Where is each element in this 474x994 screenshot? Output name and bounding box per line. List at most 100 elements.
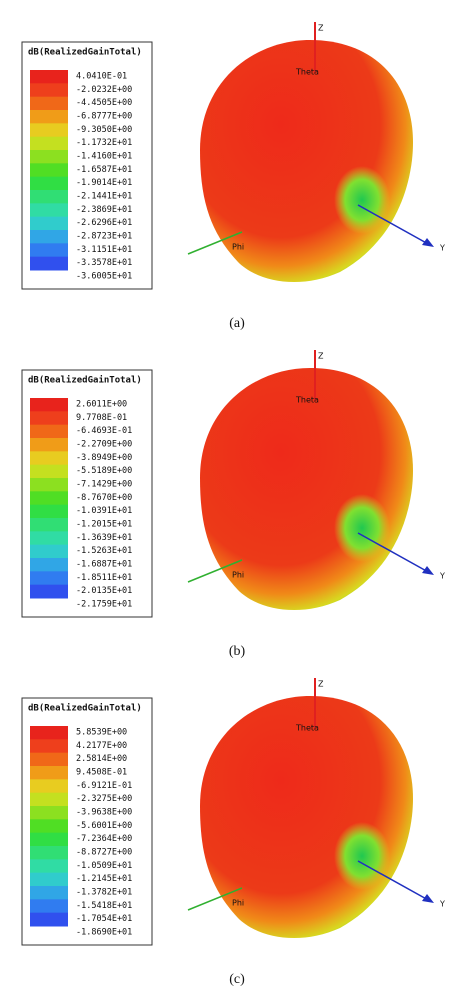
legend-value: -1.5263E+01 — [76, 546, 132, 556]
legend-swatch — [30, 912, 68, 927]
legend-value: -2.0232E+00 — [76, 85, 132, 95]
legend-value: -3.8949E+00 — [76, 453, 132, 463]
legend-value: 5.8539E+00 — [76, 728, 127, 738]
legend-value: -6.4693E-01 — [76, 426, 132, 436]
theta-label: Theta — [295, 68, 319, 77]
theta-label: Theta — [295, 396, 319, 405]
pattern-null — [334, 822, 390, 890]
legend-swatch — [30, 411, 68, 426]
legend-swatch — [30, 150, 68, 164]
legend-swatch — [30, 832, 68, 847]
legend-value: -8.7670E+00 — [76, 493, 132, 503]
legend-value: -3.3578E+01 — [76, 258, 132, 268]
z-label: Z — [318, 24, 324, 33]
legend-swatch — [30, 806, 68, 820]
legend-value: -2.2709E+00 — [76, 440, 132, 450]
y-arrow — [422, 566, 434, 575]
y-label: Y — [439, 900, 445, 909]
legend-value: 2.5814E+00 — [76, 754, 127, 764]
legend-value: -1.5418E+01 — [76, 901, 132, 911]
y-label: Y — [439, 244, 445, 253]
legend-value: -2.1441E+01 — [76, 192, 132, 202]
legend-swatch — [30, 872, 68, 887]
legend-swatch — [30, 203, 68, 218]
legend-value: 4.2177E+00 — [76, 741, 127, 751]
legend-swatch — [30, 766, 68, 780]
legend-swatch — [30, 819, 68, 834]
legend-value: -6.9121E-01 — [76, 781, 132, 791]
y-axis — [357, 532, 431, 574]
legend-title: dB(RealizedGainTotal) — [28, 703, 142, 714]
legend-value: -7.1429E+00 — [76, 480, 132, 490]
legend-swatch — [30, 243, 68, 258]
phi-axis — [187, 559, 243, 583]
legend-value: -2.8723E+01 — [76, 232, 132, 242]
legend-value: -3.1151E+01 — [76, 245, 132, 255]
legend-value: -3.9638E+00 — [76, 808, 132, 818]
legend-swatch — [30, 438, 68, 452]
legend-value: -7.2364E+00 — [76, 834, 132, 844]
legend-swatch — [30, 464, 68, 479]
legend-value: -1.0391E+01 — [76, 506, 132, 516]
y-axis — [357, 860, 431, 902]
legend-value: -6.8777E+00 — [76, 112, 132, 122]
legend-value: -2.3869E+01 — [76, 205, 132, 215]
legend-value: -1.9014E+01 — [76, 178, 132, 188]
legend-value: -9.3050E+00 — [76, 125, 132, 135]
legend-swatch — [30, 899, 68, 914]
legend-title: dB(RealizedGainTotal) — [28, 375, 142, 386]
legend-swatch — [30, 256, 68, 271]
legend-swatch — [30, 544, 68, 559]
pattern-null — [334, 166, 390, 234]
legend-swatch — [30, 859, 68, 874]
legend-value: -2.3275E+00 — [76, 794, 132, 804]
legend-swatch — [30, 478, 68, 492]
y-label: Y — [439, 572, 445, 581]
legend-swatch — [30, 558, 68, 572]
legend-value: -1.0509E+01 — [76, 861, 132, 871]
legend-value: -2.6296E+01 — [76, 218, 132, 228]
legend-value: -1.4160E+01 — [76, 152, 132, 162]
legend-value: -3.6005E+01 — [76, 272, 132, 282]
caption: (b) — [229, 644, 246, 659]
legend-swatch — [30, 752, 68, 767]
legend-swatch — [30, 424, 68, 439]
legend-swatch — [30, 96, 68, 111]
legend-swatch — [30, 518, 68, 532]
phi-label: Phi — [232, 243, 244, 252]
legend-value: 9.7708E-01 — [76, 413, 127, 423]
legend-value: -1.2145E+01 — [76, 874, 132, 884]
theta-label: Theta — [295, 724, 319, 733]
legend-title: dB(RealizedGainTotal) — [28, 47, 142, 58]
z-label: Z — [318, 680, 324, 689]
y-arrow — [422, 894, 434, 903]
legend-value: -1.6587E+01 — [76, 165, 132, 175]
legend-swatch — [30, 216, 68, 231]
legend-value: -4.4505E+00 — [76, 98, 132, 108]
phi-label: Phi — [232, 571, 244, 580]
legend-value: -1.6887E+01 — [76, 560, 132, 570]
z-label: Z — [318, 352, 324, 361]
legend-swatch — [30, 190, 68, 204]
legend-swatch — [30, 571, 68, 586]
legend-swatch — [30, 230, 68, 244]
phi-axis — [187, 887, 243, 911]
legend-swatch — [30, 491, 68, 506]
legend-swatch — [30, 846, 68, 860]
legend-swatch — [30, 136, 68, 151]
y-axis — [357, 204, 431, 246]
legend-swatch — [30, 176, 68, 191]
legend-value: -2.1759E+01 — [76, 600, 132, 610]
legend-swatch — [30, 83, 68, 98]
legend-swatch — [30, 163, 68, 178]
legend-value: -8.8727E+00 — [76, 848, 132, 858]
pattern-null — [334, 494, 390, 562]
legend-value: -2.0135E+01 — [76, 586, 132, 596]
legend-value: -1.1732E+01 — [76, 138, 132, 148]
legend-value: -5.5189E+00 — [76, 466, 132, 476]
legend-value: -1.8690E+01 — [76, 928, 132, 938]
legend-swatch — [30, 584, 68, 599]
legend-swatch — [30, 110, 68, 124]
caption: (c) — [229, 972, 245, 987]
